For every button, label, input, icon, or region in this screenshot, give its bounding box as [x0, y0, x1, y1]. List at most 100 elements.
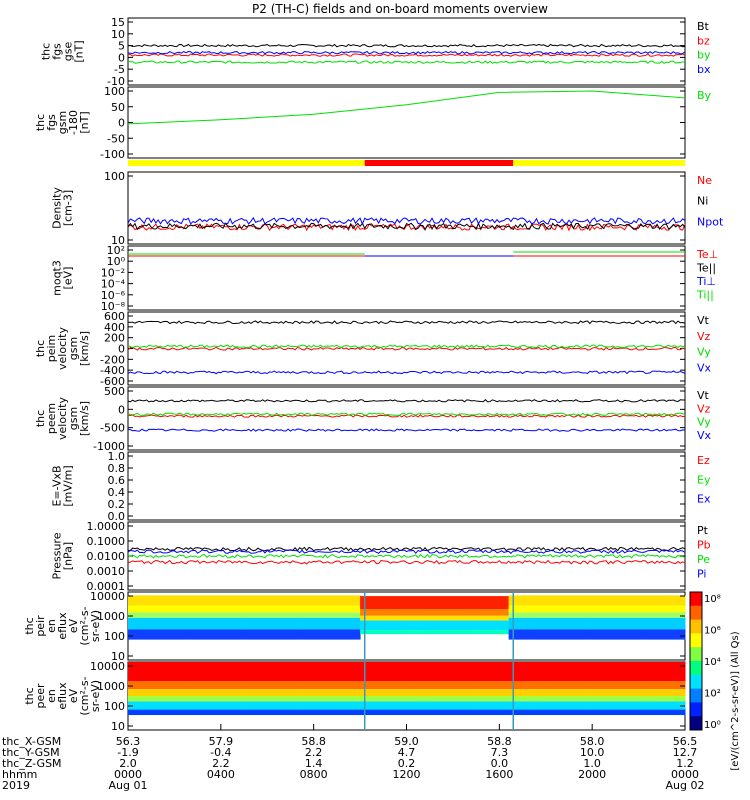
- spectrogram-cell: [462, 662, 472, 682]
- spectrogram-cell: [452, 689, 463, 696]
- x-row-label: thc_Z-GSM: [2, 757, 62, 770]
- spectrogram-cell: [230, 629, 240, 640]
- spectrogram-cell: [248, 612, 259, 618]
- spectrogram-cell: [425, 681, 435, 690]
- spectrogram-cell: [341, 681, 352, 690]
- spectrogram-cell: [582, 689, 593, 696]
- spectrogram-cell: [192, 605, 203, 613]
- x-tick-label: 0800: [300, 768, 328, 781]
- spectrogram-cell: [452, 620, 463, 631]
- spectrogram-cell: [573, 617, 584, 630]
- y-axis-label: peem: [45, 403, 58, 434]
- spectrogram-cell: [192, 709, 203, 716]
- spectrogram-cell: [128, 709, 138, 716]
- spectrogram-cell: [592, 709, 602, 716]
- spectrogram-cell: [397, 709, 407, 716]
- spectrogram-cell: [499, 620, 510, 631]
- spectrogram-cell: [257, 605, 268, 613]
- x-tick-label: 57.9: [209, 735, 234, 748]
- y-tick-label: 10⁻⁸: [101, 300, 126, 313]
- spectrogram-cell: [638, 617, 649, 630]
- y-tick-label: -200: [100, 353, 125, 366]
- spectrogram-cell: [397, 615, 407, 621]
- x-tick-label: 0.0: [491, 757, 509, 770]
- spectrogram-cell: [480, 696, 491, 702]
- spectrogram-cell: [638, 696, 649, 702]
- legend-te: Te⊥: [696, 248, 718, 261]
- spectrogram-cell: [471, 615, 482, 621]
- spectrogram-cell: [452, 681, 463, 690]
- spectrogram-cell: [341, 701, 352, 710]
- spectrogram-cell: [462, 701, 472, 710]
- x-tick-label: 2000: [578, 768, 606, 781]
- spectrogram-cell: [248, 689, 259, 696]
- spectrogram-cell: [517, 595, 528, 606]
- spectrogram-cell: [397, 620, 407, 631]
- x-axis-labels: thc_X-GSM 56.3 57.9 58.8 59.0 58.8 58.0 56.5 thc…: [2, 724, 704, 792]
- spectrogram-cell: [285, 681, 296, 690]
- x-tick-label: 0000: [114, 768, 142, 781]
- spectrogram-cell: [239, 689, 250, 696]
- spectrogram-cell: [629, 662, 640, 682]
- spectrogram-cell: [285, 696, 296, 702]
- spectrogram-cell: [620, 701, 630, 710]
- spectrogram-cell: [471, 596, 482, 609]
- spectrogram-cell: [592, 701, 602, 710]
- spectrogram-cell: [545, 595, 556, 606]
- spectrogram-cell: [285, 689, 296, 696]
- spectrogram-cell: [397, 630, 407, 635]
- spectrogram-cell: [257, 629, 268, 640]
- spectrogram-cell: [332, 595, 343, 606]
- spectrogram-cell: [527, 681, 537, 690]
- x-tick-label: 1200: [393, 768, 421, 781]
- spectrogram-cell: [610, 662, 621, 682]
- y-tick-label: 10000: [90, 590, 125, 603]
- spectrogram-cell: [155, 595, 166, 606]
- spectrogram-cell: [638, 595, 649, 606]
- spectrogram-cell: [480, 596, 491, 609]
- legend-bx: bx: [697, 63, 711, 76]
- spectrogram-cell: [285, 612, 296, 618]
- spectrogram-cell: [313, 617, 324, 630]
- y-axis-label: gsm: [56, 111, 69, 134]
- spectrogram-cell: [369, 620, 380, 631]
- spectrogram-cell: [128, 629, 138, 640]
- y-tick-label: 10: [111, 28, 125, 41]
- spectrogram-cell: [406, 615, 417, 621]
- spectrogram-cell: [443, 615, 454, 621]
- y-tick-label: 10⁰: [107, 255, 126, 268]
- spectrogram-cell: [387, 662, 398, 682]
- spectrogram-cell: [257, 595, 268, 606]
- spectrogram-cell: [276, 681, 287, 690]
- spectrogram-cell: [322, 605, 333, 613]
- spectrogram-cell: [313, 662, 324, 682]
- y-tick-label: 1000: [97, 610, 125, 623]
- spectrogram-cell: [220, 701, 231, 710]
- y-tick-label: 10⁻⁴: [101, 278, 126, 291]
- spectrogram-cell: [471, 709, 482, 716]
- legend-bt: Bt: [697, 20, 710, 33]
- spectrogram-cell: [378, 620, 389, 631]
- spectrogram-cell: [230, 681, 240, 690]
- spectrogram-cell: [564, 595, 575, 606]
- spectrogram-cell: [304, 701, 315, 710]
- spectrogram-cell: [211, 605, 222, 613]
- y-axis-label: peir: [34, 615, 47, 637]
- spectrogram-cell: [638, 709, 649, 716]
- spectrogram-cell: [592, 689, 602, 696]
- spectrogram-cell: [406, 609, 417, 616]
- spectrogram-cell: [536, 681, 547, 690]
- y-axis-label: thc: [40, 43, 53, 60]
- spectrogram-cell: [564, 701, 575, 710]
- spectrogram-cell: [295, 617, 305, 630]
- x-tick-label: 59.0: [394, 735, 419, 748]
- spectrogram-cell: [517, 689, 528, 696]
- y-tick-label: -1000: [93, 440, 125, 453]
- spectrogram-cell: [545, 709, 556, 716]
- series-line-bx: [127, 50, 686, 55]
- y-tick-label: 100: [104, 170, 125, 183]
- spectrogram-cell: [582, 662, 593, 682]
- colorbar-tick-label: 10⁰: [704, 720, 721, 731]
- spectrogram-cell: [629, 696, 640, 702]
- spectrogram-cell: [313, 701, 324, 710]
